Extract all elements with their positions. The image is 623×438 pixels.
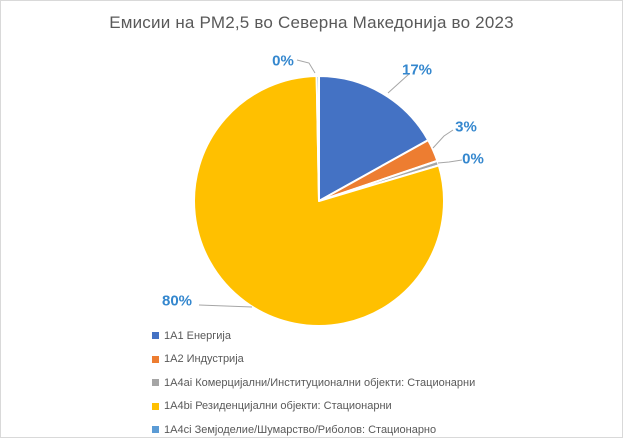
legend-item-1A4ci[interactable]: 1A4ci Земјоделие/Шумарство/Риболов: Стац… (152, 418, 475, 437)
legend-label-1A4bi: 1A4bi Резиденцијални објекти: Стационарн… (164, 400, 392, 413)
pie-slice-1A4ci[interactable] (315, 74, 320, 202)
data-label-1A1: 17% (401, 61, 433, 79)
legend-label-1A4ai: 1A4ai Комерцијални/Институционални објек… (164, 376, 476, 389)
legend-label-1A4ci: 1A4ci Земјоделие/Шумарство/Риболов: Стац… (164, 423, 437, 436)
legend-swatch-1A2 (152, 355, 159, 363)
legend-swatch-1A4ai (152, 379, 159, 387)
legend-label-1A1: 1A1 Енергија (164, 329, 231, 342)
data-label-1A4ai: 0% (462, 150, 484, 168)
legend-item-1A2[interactable]: 1A2 Индустрија (152, 348, 475, 372)
pie-slice-1A1[interactable] (318, 75, 430, 202)
leader-line-1A4ai (437, 159, 463, 164)
leader-line-1A4bi (198, 304, 253, 308)
legend-item-1A4bi[interactable]: 1A4bi Резиденцијални објекти: Стационарн… (152, 395, 475, 419)
legend-swatch-1A1 (152, 332, 159, 340)
leader-line-1A4ci (296, 59, 316, 74)
leader-line-1A2 (432, 129, 454, 149)
data-label-1A4bi: 80% (161, 292, 193, 310)
legend-item-1A4ai[interactable]: 1A4ai Комерцијални/Институционални објек… (152, 371, 475, 395)
data-label-1A4ci: 0% (272, 52, 294, 70)
data-label-1A2: 3% (455, 118, 477, 136)
legend-swatch-1A4bi (152, 402, 159, 410)
legend: 1A1 Енергија 1A2 Индустрија 1A4ai Комерц… (152, 324, 475, 437)
chart-title: Емисии на РМ2,5 во Северна Македонија во… (109, 13, 514, 32)
leader-line-1A1 (387, 73, 410, 94)
legend-label-1A2: 1A2 Индустрија (164, 353, 244, 366)
legend-swatch-1A4ci (152, 426, 159, 434)
legend-item-1A1[interactable]: 1A1 Енергија (152, 324, 475, 348)
